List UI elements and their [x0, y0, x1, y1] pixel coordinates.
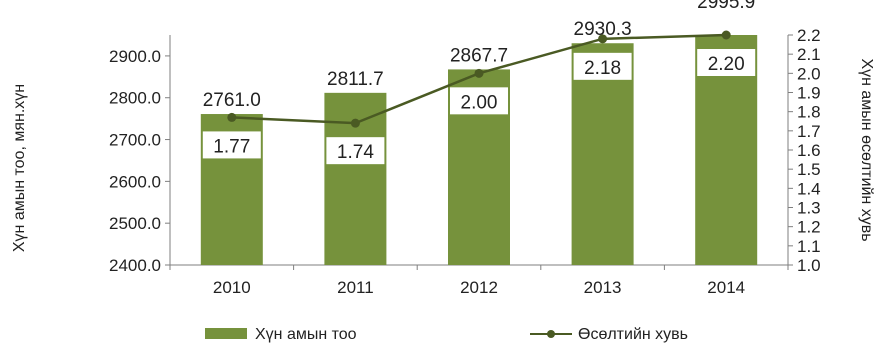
x-axis-tick-label: 2011	[337, 278, 374, 297]
y-axis-right-tick-label: 1.0	[797, 256, 821, 275]
line-data-label-box	[326, 137, 385, 165]
y-axis-left-tick-label: 2500.0	[109, 214, 161, 233]
y-axis-right-tick-label: 1.3	[797, 199, 821, 218]
x-axis-tick-label: 2010	[213, 278, 251, 297]
bar	[571, 43, 634, 265]
bar-data-label: 2867.7	[450, 45, 508, 66]
line-data-label: 2.00	[461, 92, 498, 113]
y-axis-right-title: Хүн амын өсөлтийн хувь	[858, 58, 875, 241]
y-axis-right-tick-label: 1.9	[797, 84, 821, 103]
bar-data-label: 2995.9	[697, 0, 755, 13]
y-axis-right-tick-label: 2.1	[797, 45, 821, 64]
line-marker	[598, 34, 608, 44]
line-marker	[350, 118, 360, 128]
x-axis-tick-label: 2014	[707, 278, 745, 297]
line-series	[227, 30, 731, 128]
legend: Хүн амын тоо Өсөлтийн хувь	[205, 326, 688, 343]
line-data-label-box	[450, 87, 508, 115]
line-marker	[227, 112, 237, 122]
y-axis-left-ticks: 2400.0 2500.0 2600.0 2700.0 2800.0 2900.0	[109, 47, 170, 275]
y-axis-left-tick-label: 2800.0	[109, 89, 161, 108]
line-marker	[474, 68, 484, 78]
y-axis-left-tick-label: 2600.0	[109, 172, 161, 191]
y-axis-left-title: Хүн амын тоо, мян.хүн	[11, 84, 28, 252]
bar	[324, 92, 387, 265]
line-data-labels: 1.77 1.74 2.00 2.18 2.20	[202, 49, 756, 165]
line-data-label: 2.18	[584, 58, 621, 79]
legend-line-marker	[547, 330, 555, 338]
y-axis-left-tick-label: 2700.0	[109, 131, 161, 150]
y-axis-left-tick-label: 2400.0	[109, 256, 161, 275]
y-axis-right-tick-label: 1.8	[797, 103, 821, 122]
line-data-label: 1.74	[337, 142, 374, 163]
y-axis-right-tick-label: 2.2	[797, 26, 821, 45]
legend-line-label: Өсөлтийн хувь	[578, 326, 688, 343]
line-data-label-box	[573, 52, 632, 80]
legend-bar-swatch	[205, 328, 247, 339]
y-axis-right-label: Хүн амын өсөлтийн хувь	[858, 58, 875, 241]
bar-data-label: 2761.0	[203, 90, 261, 111]
y-axis-right-tick-label: 1.6	[797, 141, 821, 160]
line-data-label-box	[697, 49, 756, 76]
bar-data-label: 2811.7	[327, 69, 384, 90]
bar-data-label: 2930.3	[574, 19, 632, 40]
x-axis-tick-label: 2012	[460, 278, 498, 297]
y-axis-right-ticks: 1.01.11.21.31.41.51.61.71.81.92.02.12.2	[788, 26, 821, 275]
bar-data-labels: 2761.0 2811.7 2867.7 2930.3 2995.9	[203, 0, 756, 111]
y-axis-right-tick-label: 1.5	[797, 160, 821, 179]
legend-bar-label: Хүн амын тоо	[255, 326, 357, 343]
line-marker	[721, 30, 731, 40]
x-axis-ticks: 2010 2011 2012 2013 2014	[169, 265, 789, 297]
line-data-label: 1.77	[213, 136, 250, 157]
line-data-label-box	[202, 131, 261, 159]
y-axis-left-label: Хүн амын тоо, мян.хүн	[11, 84, 28, 252]
line-data-label: 2.20	[708, 54, 745, 75]
y-axis-left-tick-label: 2900.0	[109, 47, 161, 66]
y-axis-right-tick-label: 1.2	[797, 218, 821, 237]
y-axis-right-tick-label: 1.4	[797, 179, 821, 198]
y-axis-right-tick-label: 2.0	[797, 64, 821, 83]
x-axis-tick-label: 2013	[584, 278, 622, 297]
y-axis-right-tick-label: 1.7	[797, 122, 821, 141]
y-axis-right-tick-label: 1.1	[797, 237, 821, 256]
